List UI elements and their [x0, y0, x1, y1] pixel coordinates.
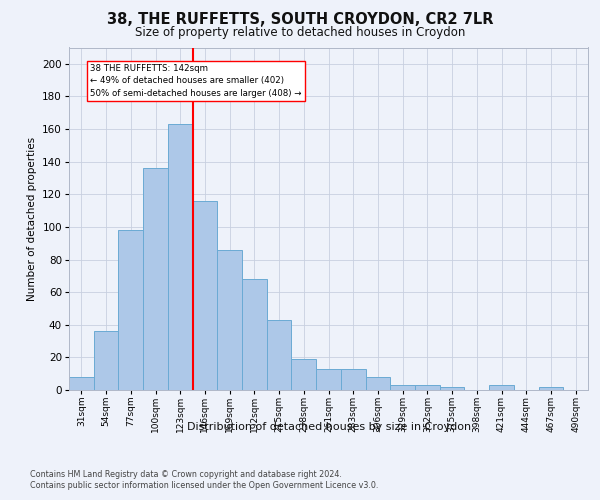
Text: Contains public sector information licensed under the Open Government Licence v3: Contains public sector information licen…	[30, 481, 379, 490]
Bar	[193, 201, 217, 390]
Bar	[94, 332, 118, 390]
Bar	[292, 359, 316, 390]
Y-axis label: Number of detached properties: Number of detached properties	[27, 136, 37, 301]
Bar	[69, 377, 94, 390]
Bar	[118, 230, 143, 390]
Text: Contains HM Land Registry data © Crown copyright and database right 2024.: Contains HM Land Registry data © Crown c…	[30, 470, 342, 479]
Bar	[242, 279, 267, 390]
Bar	[217, 250, 242, 390]
Bar	[143, 168, 168, 390]
Bar	[267, 320, 292, 390]
Bar	[539, 386, 563, 390]
Bar	[415, 385, 440, 390]
Bar	[316, 369, 341, 390]
Bar	[341, 369, 365, 390]
Text: 38 THE RUFFETTS: 142sqm
← 49% of detached houses are smaller (402)
50% of semi-d: 38 THE RUFFETTS: 142sqm ← 49% of detache…	[90, 64, 302, 98]
Text: Distribution of detached houses by size in Croydon: Distribution of detached houses by size …	[187, 422, 471, 432]
Text: Size of property relative to detached houses in Croydon: Size of property relative to detached ho…	[135, 26, 465, 39]
Bar	[365, 377, 390, 390]
Bar	[168, 124, 193, 390]
Bar	[489, 385, 514, 390]
Bar	[440, 386, 464, 390]
Bar	[390, 385, 415, 390]
Text: 38, THE RUFFETTS, SOUTH CROYDON, CR2 7LR: 38, THE RUFFETTS, SOUTH CROYDON, CR2 7LR	[107, 12, 493, 28]
